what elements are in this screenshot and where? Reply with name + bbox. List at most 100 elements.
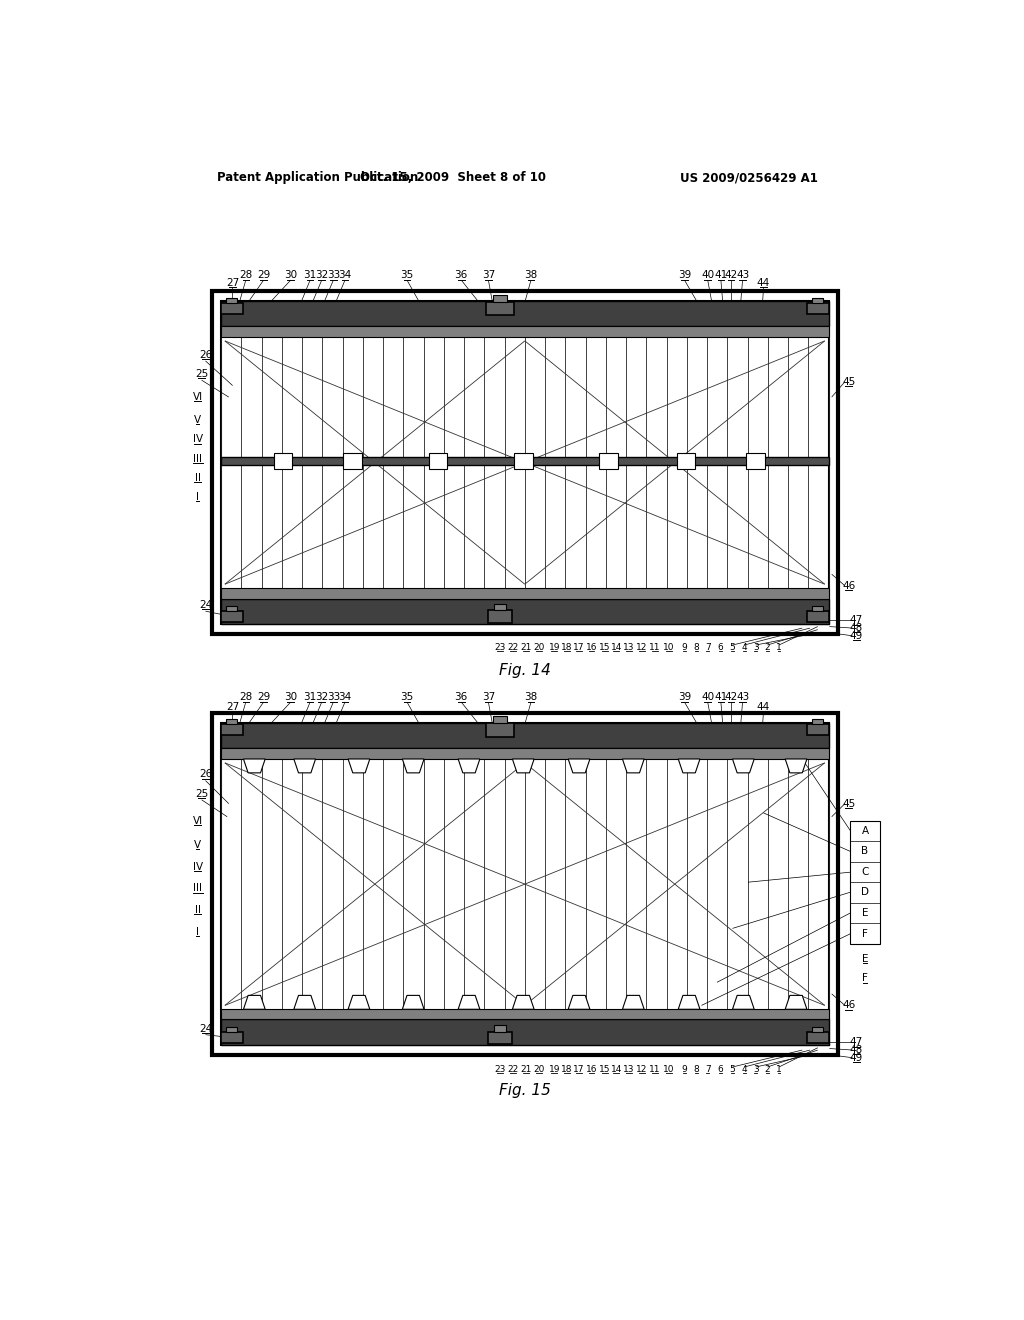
Polygon shape — [458, 759, 480, 774]
Text: 46: 46 — [842, 581, 855, 591]
Text: 39: 39 — [678, 693, 691, 702]
Bar — [221, 304, 243, 314]
Text: 38: 38 — [524, 271, 538, 280]
Bar — [221, 326, 828, 337]
Text: 11: 11 — [649, 1065, 660, 1073]
Bar — [812, 606, 823, 611]
Polygon shape — [294, 759, 315, 774]
Bar — [221, 748, 828, 759]
Text: 49: 49 — [850, 1053, 863, 1063]
Text: 24: 24 — [199, 1023, 212, 1034]
Text: 14: 14 — [610, 1065, 622, 1073]
Text: 2: 2 — [765, 1065, 770, 1073]
Text: 41: 41 — [715, 693, 727, 702]
Polygon shape — [678, 759, 700, 774]
Text: 44: 44 — [757, 702, 770, 711]
Text: 30: 30 — [285, 693, 297, 702]
Text: 5: 5 — [730, 643, 735, 652]
Text: V: V — [195, 841, 202, 850]
Text: 23: 23 — [495, 643, 506, 652]
Text: 31: 31 — [303, 693, 316, 702]
Text: 15: 15 — [599, 643, 610, 652]
Polygon shape — [402, 759, 424, 774]
Bar — [226, 298, 238, 304]
Text: 43: 43 — [736, 271, 750, 280]
Text: III: III — [194, 454, 203, 463]
Text: 21: 21 — [520, 1065, 531, 1073]
Text: 28: 28 — [240, 693, 253, 702]
Text: 36: 36 — [455, 693, 468, 702]
Text: 39: 39 — [678, 271, 691, 280]
Text: Patent Application Publication: Patent Application Publication — [217, 172, 419, 185]
Text: V: V — [195, 416, 202, 425]
Text: 44: 44 — [757, 279, 770, 288]
Polygon shape — [732, 995, 755, 1010]
Text: 2: 2 — [765, 643, 770, 652]
Bar — [493, 294, 507, 302]
Text: 22: 22 — [508, 1065, 519, 1073]
Text: 30: 30 — [285, 271, 297, 280]
Text: 42: 42 — [724, 271, 737, 280]
Bar — [812, 1027, 823, 1032]
Text: I: I — [197, 927, 200, 937]
Text: 25: 25 — [195, 370, 208, 379]
Text: US 2009/0256429 A1: US 2009/0256429 A1 — [680, 172, 818, 185]
Text: 9: 9 — [682, 1065, 687, 1073]
Bar — [486, 723, 514, 737]
Text: 14: 14 — [610, 643, 622, 652]
Bar — [812, 719, 823, 725]
Polygon shape — [568, 995, 590, 1010]
Bar — [599, 453, 617, 469]
Text: 49: 49 — [850, 631, 863, 640]
Text: 9: 9 — [682, 643, 687, 652]
Bar — [221, 611, 243, 622]
Polygon shape — [623, 995, 644, 1010]
Bar — [212, 713, 838, 1056]
Text: IV: IV — [193, 862, 203, 871]
Text: A: A — [861, 826, 868, 836]
Text: 16: 16 — [586, 643, 597, 652]
Bar — [850, 821, 880, 944]
Bar — [494, 1026, 506, 1032]
Bar — [677, 453, 695, 469]
Text: VI: VI — [193, 816, 203, 825]
Polygon shape — [623, 759, 644, 774]
Bar — [493, 715, 507, 723]
Bar — [221, 599, 828, 624]
Text: 8: 8 — [693, 1065, 699, 1073]
Text: 45: 45 — [842, 799, 855, 809]
Text: 17: 17 — [573, 643, 585, 652]
Text: 10: 10 — [664, 643, 675, 652]
Bar — [221, 1019, 828, 1045]
Text: 37: 37 — [481, 271, 495, 280]
Bar — [429, 453, 447, 469]
Text: 12: 12 — [636, 643, 647, 652]
Bar — [514, 453, 532, 469]
Bar — [221, 301, 828, 624]
Polygon shape — [785, 759, 807, 774]
Text: III: III — [194, 883, 203, 894]
Bar — [221, 301, 828, 326]
Text: 27: 27 — [226, 279, 240, 288]
Text: 41: 41 — [715, 271, 727, 280]
Text: 47: 47 — [850, 615, 863, 626]
Text: 4: 4 — [741, 1065, 746, 1073]
Polygon shape — [785, 995, 807, 1010]
Text: 33: 33 — [327, 693, 340, 702]
Polygon shape — [512, 995, 535, 1010]
Bar — [807, 304, 828, 314]
Bar — [221, 723, 828, 1045]
Text: E: E — [862, 954, 868, 964]
Bar — [221, 723, 828, 748]
Bar — [226, 719, 238, 725]
Text: 27: 27 — [226, 702, 240, 711]
Text: 22: 22 — [508, 643, 519, 652]
Text: 7: 7 — [705, 1065, 711, 1073]
Text: VI: VI — [193, 392, 203, 403]
Text: 7: 7 — [705, 643, 711, 652]
Text: 13: 13 — [623, 1065, 635, 1073]
Bar — [494, 605, 506, 610]
Text: 47: 47 — [850, 1038, 863, 1047]
Text: 4: 4 — [741, 643, 746, 652]
Text: 13: 13 — [623, 643, 635, 652]
